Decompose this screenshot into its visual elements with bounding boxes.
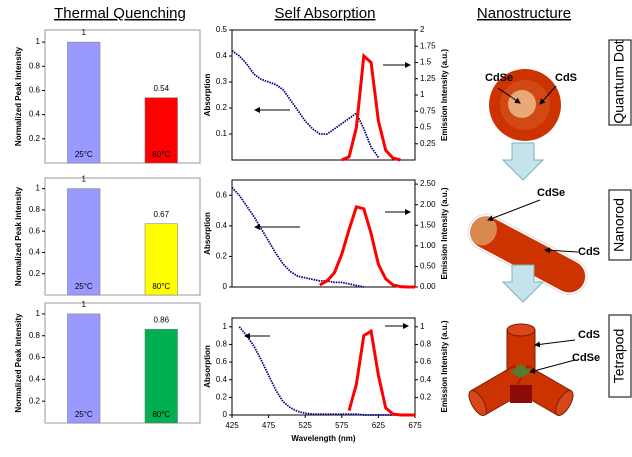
y-tick-label: 0.6 (29, 86, 41, 95)
y-tick-label: 0.8 (29, 205, 41, 214)
y-axis-label: Absorption (203, 74, 212, 117)
y-tick-label: 1 (36, 184, 41, 193)
y2-tick-label: 0.2 (420, 392, 432, 401)
y2-tick-label: 1.75 (420, 41, 436, 50)
y-axis-label: Absorption (203, 212, 212, 255)
y-tick-label: 0.2 (29, 269, 41, 278)
bar (145, 329, 178, 423)
value-label: 1 (82, 175, 87, 184)
y2-tick-label: 1.5 (420, 58, 432, 67)
y-tick-label: 0.8 (29, 61, 41, 70)
y2-axis-label: Emission Intensity (a.u.) (440, 320, 449, 412)
column-header: Self Absorption (275, 5, 376, 22)
y2-tick-label: 1 (420, 90, 425, 99)
y2-tick-label: 0.5 (420, 123, 432, 132)
category-label: 25°C (75, 150, 93, 159)
x-tick-label: 675 (408, 421, 422, 430)
y-tick-label: 1 (36, 37, 41, 46)
structure-name: Tetrapod (611, 329, 627, 383)
y-tick-label: 0.5 (216, 25, 228, 34)
y-axis-label: Normalized Peak Intensity (14, 186, 23, 286)
y-tick-label: 0 (223, 410, 228, 419)
y2-axis-label: Emission Intensity (a.u.) (440, 187, 449, 279)
y2-tick-label: 2.00 (420, 200, 436, 209)
y-tick-label: 0.6 (29, 226, 41, 235)
column-header: Nanostructure (477, 5, 571, 22)
y2-tick-label: 2 (420, 25, 425, 34)
value-label: 1 (82, 300, 87, 309)
figure: Thermal Quenching Self Absorption Nanost… (0, 0, 632, 457)
column-header: Thermal Quenching (54, 5, 186, 22)
x-tick-label: 525 (299, 421, 313, 430)
y-tick-label: 0.2 (216, 103, 228, 112)
x-tick-label: 625 (372, 421, 386, 430)
structure-name: Nanorod (611, 198, 627, 252)
y2-tick-label: 1.50 (420, 220, 436, 229)
y-tick-label: 0.4 (29, 110, 41, 119)
y2-tick-label: 0.25 (420, 139, 436, 148)
bar (67, 314, 100, 423)
y-tick-label: 0.4 (29, 248, 41, 257)
category-label: 80°C (152, 410, 170, 419)
y-axis-label: Normalized Peak Intensity (14, 46, 23, 146)
y2-tick-label: 0.6 (420, 357, 432, 366)
y-tick-label: 0.2 (216, 392, 228, 401)
y-tick-label: 0 (223, 282, 228, 291)
x-tick-label: 575 (335, 421, 349, 430)
y-tick-label: 0.1 (216, 129, 228, 138)
y-tick-label: 0.4 (29, 374, 41, 383)
category-label: 25°C (75, 282, 93, 291)
y-tick-label: 0.6 (29, 353, 41, 362)
y2-tick-label: 0.75 (420, 106, 436, 115)
y-axis-label: Normalized Peak Intensity (14, 313, 23, 413)
y-tick-label: 0.6 (216, 357, 228, 366)
structure-name: Quantum Dot (611, 40, 627, 123)
y-tick-label: 0.4 (216, 51, 228, 60)
y2-tick-label: 1.00 (420, 241, 436, 250)
y-tick-label: 0.2 (29, 396, 41, 405)
x-tick-label: 425 (225, 421, 239, 430)
material-label: CdSe (572, 352, 600, 364)
y2-tick-label: 0.50 (420, 262, 436, 271)
y-tick-label: 0.2 (29, 134, 41, 143)
category-label: 80°C (152, 150, 170, 159)
y2-tick-label: 1.25 (420, 74, 436, 83)
y-tick-label: 0.3 (216, 77, 228, 86)
material-label: CdSe (485, 72, 513, 84)
bar (67, 42, 100, 163)
value-label: 0.86 (153, 315, 169, 324)
value-label: 0.54 (153, 84, 169, 93)
y-tick-label: 0.8 (216, 340, 228, 349)
bar (67, 189, 100, 295)
y2-tick-label: 1 (420, 322, 425, 331)
y-tick-label: 0.6 (216, 190, 228, 199)
material-label: CdS (578, 246, 600, 258)
y2-tick-label: 0.00 (420, 282, 436, 291)
y-tick-label: 0.2 (216, 252, 228, 261)
material-label: CdS (555, 72, 577, 84)
value-label: 0.67 (153, 210, 169, 219)
y-tick-label: 0.8 (29, 331, 41, 340)
y2-tick-label: 0.8 (420, 340, 432, 349)
y2-tick-label: 2.50 (420, 179, 436, 188)
material-label: CdS (578, 329, 600, 341)
y-tick-label: 0.4 (216, 221, 228, 230)
y-tick-label: 0.4 (216, 375, 228, 384)
value-label: 1 (82, 28, 87, 37)
y2-axis-label: Emission Intensity (a.u.) (440, 49, 449, 141)
y-tick-label: 1 (36, 309, 41, 318)
category-label: 25°C (75, 410, 93, 419)
y-tick-label: 1 (223, 322, 228, 331)
x-tick-label: 475 (262, 421, 276, 430)
x-axis-label: Wavelength (nm) (291, 434, 355, 443)
category-label: 80°C (152, 282, 170, 291)
material-label: CdSe (537, 187, 565, 199)
y2-tick-label: 0.4 (420, 375, 432, 384)
y-axis-label: Absorption (203, 345, 212, 388)
